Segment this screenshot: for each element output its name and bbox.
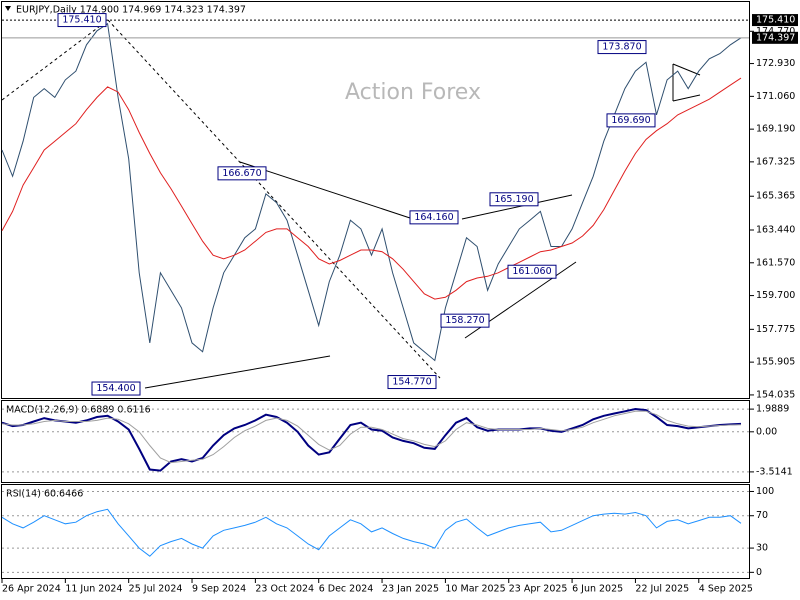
annotation-label: 173.870 xyxy=(602,42,641,53)
macd-title: MACD(12,26,9) 0.6889 0.6116 xyxy=(6,405,151,416)
annotation-box xyxy=(489,192,539,207)
annotation-box xyxy=(409,210,459,225)
series-line xyxy=(1,77,742,300)
annotation-label: 165.190 xyxy=(494,194,533,205)
trendline xyxy=(1,19,109,101)
y-tick-label: -3.5141 xyxy=(756,466,793,477)
annotation-label: 164.160 xyxy=(414,212,453,223)
annotation-label: 166.670 xyxy=(222,168,261,179)
annotation-label: 161.060 xyxy=(512,266,551,277)
price-panel xyxy=(1,1,750,399)
y-tick-label: 169.190 xyxy=(756,124,795,135)
x-tick-label: 9 Sep 2024 xyxy=(192,584,246,595)
high-level-label: 175.410 xyxy=(756,15,795,26)
series-line xyxy=(1,22,742,362)
x-tick-label: 4 Sep 2025 xyxy=(699,584,753,595)
y-tick-label: 0 xyxy=(756,567,762,578)
y-tick-label: 172.930 xyxy=(756,58,795,69)
annotation-label: 169.690 xyxy=(611,115,650,126)
x-tick-label: 25 Jul 2024 xyxy=(129,584,183,595)
annotation-label: 175.410 xyxy=(62,15,101,26)
chart-title: EURJPY,Daily 174.900 174.969 174.323 174… xyxy=(16,5,246,16)
last-price-box xyxy=(752,31,798,44)
y-tick-label: 154.035 xyxy=(756,389,795,400)
annotation-box xyxy=(217,166,267,181)
y-tick-label: 100 xyxy=(756,486,774,497)
annotation-box xyxy=(597,40,647,55)
x-tick-label: 23 Oct 2024 xyxy=(255,584,314,595)
annotation-box xyxy=(57,13,107,28)
y-tick-label: 167.325 xyxy=(756,156,795,167)
y-tick-label: 30 xyxy=(756,543,768,554)
annotation-box xyxy=(91,381,141,396)
x-tick-label: 26 Apr 2024 xyxy=(2,584,61,595)
rsi-title: RSI(14) 60.6466 xyxy=(6,489,83,500)
annotation-label: 154.400 xyxy=(96,383,135,394)
x-tick-label: 23 Apr 2025 xyxy=(509,584,568,595)
y-tick-label: 70 xyxy=(756,510,768,521)
x-tick-label: 11 Jun 2024 xyxy=(65,584,122,595)
y-tick-label: 0.00 xyxy=(756,426,777,437)
y-tick-label: 161.570 xyxy=(756,257,795,268)
series-line xyxy=(1,410,742,464)
trendline xyxy=(672,63,701,76)
y-tick-label: 163.440 xyxy=(756,224,795,235)
macd-panel xyxy=(1,400,750,483)
high-level-box xyxy=(752,14,798,27)
annotation-box xyxy=(387,375,437,390)
y-tick-label: 155.905 xyxy=(756,357,795,368)
trendline xyxy=(672,94,701,102)
last-price-label: 174.397 xyxy=(756,32,795,43)
y-tick-label: 157.775 xyxy=(756,324,795,335)
x-tick-label: 10 Mar 2025 xyxy=(445,584,505,595)
y-tick-label: 171.060 xyxy=(756,91,795,102)
series-line xyxy=(1,508,742,557)
annotation-box xyxy=(440,313,490,328)
x-tick-label: 22 Jul 2025 xyxy=(635,584,689,595)
trendline xyxy=(239,161,411,219)
rsi-panel xyxy=(1,484,750,579)
trendline xyxy=(144,355,331,389)
y-tick-label: 174.770 xyxy=(756,26,795,37)
y-tick-label: 159.700 xyxy=(756,290,795,301)
y-tick-label: 165.365 xyxy=(756,191,795,202)
series-line xyxy=(1,407,742,472)
title-arrow xyxy=(5,6,11,11)
x-tick-label: 6 Jun 2025 xyxy=(572,584,623,595)
annotation-box xyxy=(606,113,656,128)
x-tick-label: 23 Jan 2025 xyxy=(382,584,439,595)
y-tick-label: 1.9889 xyxy=(756,404,789,415)
x-tick-label: 6 Dec 2024 xyxy=(319,584,374,595)
annotation-label: 154.770 xyxy=(392,377,431,388)
watermark: Action Forex xyxy=(345,80,481,105)
annotation-label: 158.270 xyxy=(445,315,484,326)
annotation-box xyxy=(507,264,557,279)
trendline xyxy=(461,194,573,220)
